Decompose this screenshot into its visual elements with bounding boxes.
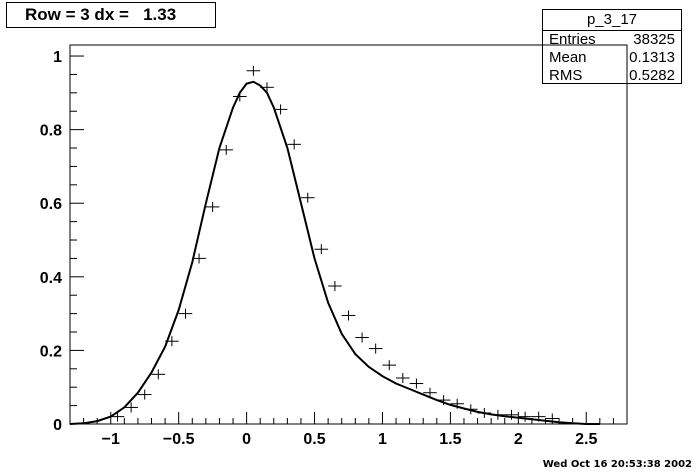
stats-row-rms: RMS 0.5282 <box>543 67 681 85</box>
data-point <box>287 139 301 150</box>
chart-title: Row = 3 dx = 1.33 <box>6 2 216 28</box>
stats-value: 38325 <box>633 31 675 48</box>
data-point <box>328 281 342 292</box>
y-tick-label: 0 <box>53 417 62 434</box>
data-point <box>518 411 532 422</box>
data-point <box>178 308 193 319</box>
data-point <box>368 343 383 354</box>
data-point <box>151 369 166 380</box>
data-point <box>409 378 424 389</box>
y-axis: 0 0.2 0.4 0.6 0.8 1 <box>40 49 84 434</box>
x-tick-label: 2 <box>514 431 523 448</box>
plot-frame <box>69 44 628 425</box>
data-point <box>314 244 329 255</box>
data-point <box>423 387 437 398</box>
y-tick-label: 1 <box>53 49 62 66</box>
stats-row-entries: Entries 38325 <box>543 31 681 49</box>
data-point <box>382 360 397 371</box>
x-tick-label: 0.5 <box>303 431 325 448</box>
stats-label: Entries <box>549 31 596 48</box>
stats-label: RMS <box>549 67 583 84</box>
data-point <box>341 310 356 321</box>
data-point <box>355 332 369 343</box>
data-points <box>110 65 560 424</box>
data-point <box>300 192 315 203</box>
stats-value: 0.5282 <box>629 67 675 84</box>
data-point <box>137 389 152 400</box>
x-tick-label: 1.5 <box>439 431 461 448</box>
data-point <box>192 253 206 264</box>
data-point <box>396 373 410 384</box>
x-axis: −1 −0.5 0 0.5 1 1.5 2 2.5 <box>69 412 628 448</box>
fit-curve <box>69 80 600 425</box>
x-tick-label: −0.5 <box>163 431 195 448</box>
data-point <box>273 104 288 115</box>
data-point <box>205 201 220 212</box>
data-point <box>219 144 234 155</box>
data-point <box>124 402 138 413</box>
stats-label: Mean <box>549 49 587 66</box>
stats-value: 0.1313 <box>629 49 675 66</box>
y-tick-label: 0.6 <box>40 196 62 213</box>
x-tick-label: 1 <box>378 431 387 448</box>
y-tick-label: 0.4 <box>40 270 62 287</box>
stats-box: p_3_17 Entries 38325 Mean 0.1313 RMS 0.5… <box>542 9 682 84</box>
x-tick-label: −1 <box>102 431 120 448</box>
data-point <box>110 411 125 422</box>
stats-row-mean: Mean 0.1313 <box>543 49 681 67</box>
stats-histogram-name: p_3_17 <box>543 10 681 31</box>
x-tick-label: 0 <box>242 431 251 448</box>
data-point <box>246 65 261 76</box>
x-tick-label: 2.5 <box>575 431 597 448</box>
date-stamp: Wed Oct 16 20:53:38 2002 <box>542 459 692 470</box>
y-tick-label: 0.8 <box>40 123 62 140</box>
data-point <box>504 409 519 420</box>
y-tick-label: 0.2 <box>40 343 62 360</box>
